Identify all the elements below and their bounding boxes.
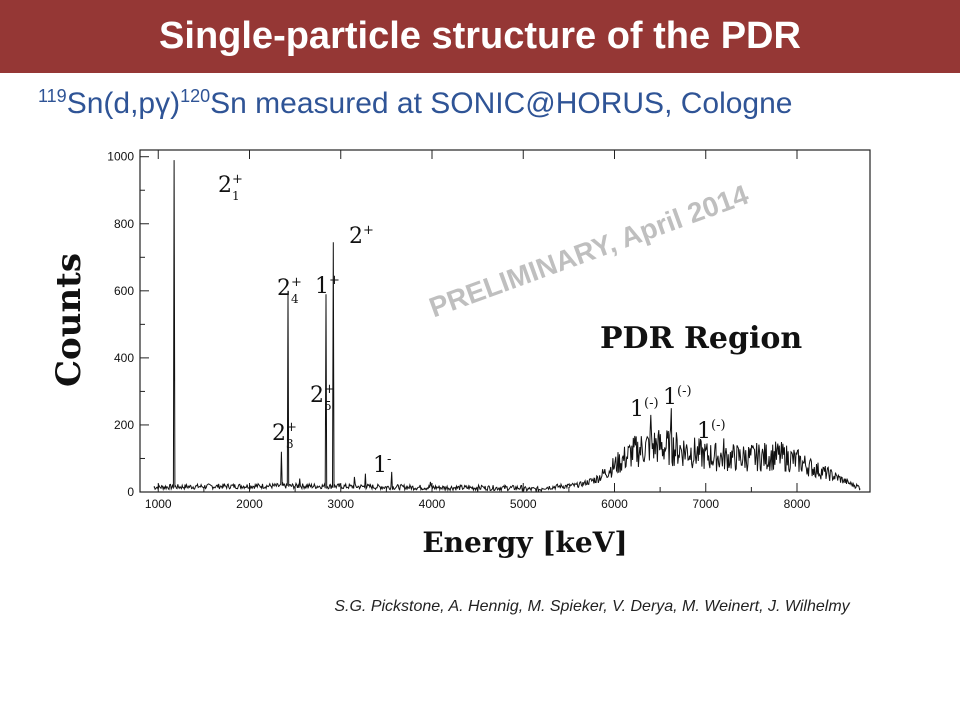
spectrum-chart: 1000 2000 3000 4000 5000 6000 7000 8000 0 200 400 6…	[49, 149, 871, 559]
peak-label: 1-	[373, 452, 391, 478]
y-tick-label: 0	[127, 485, 134, 499]
peak-label: 2+ 1	[218, 172, 243, 203]
peak-label: 1(-)	[697, 418, 726, 444]
x-tick-label: 8000	[784, 497, 811, 511]
chart-ticks: 1000 2000 3000 4000 5000 6000 7000 8000 0 200 400 6…	[107, 150, 810, 511]
slide-title: Single-particle structure of the PDR	[0, 0, 960, 73]
y-tick-label: 600	[114, 284, 134, 298]
x-axis-label: Energy [keV]	[422, 526, 627, 559]
x-tick-label: 5000	[510, 497, 537, 511]
peak-label: 2+ 4	[277, 275, 302, 306]
location-text: Sn measured at SONIC@HORUS, Cologne	[210, 87, 793, 120]
plot-frame	[139, 149, 871, 493]
x-tick-label: 3000	[327, 497, 354, 511]
peak-label: 2+	[349, 223, 374, 249]
preliminary-watermark: PRELIMINARY, April 2014	[425, 179, 753, 324]
peak-label: 1(-)	[663, 384, 692, 410]
y-tick-label: 800	[114, 217, 134, 231]
peak-label: 1(-)	[630, 396, 659, 422]
author-credits: S.G. Pickstone, A. Hennig, M. Spieker, V…	[334, 598, 850, 615]
peak-label: 1+	[315, 273, 340, 299]
peak-label: 2+ 3	[272, 420, 297, 451]
x-tick-label: 2000	[236, 497, 263, 511]
slide-subtitle: 119Sn(d,pγ)120Sn measured at SONIC@HORUS…	[38, 86, 793, 121]
reaction-text: Sn(d,pγ)	[66, 87, 181, 120]
x-tick-label: 4000	[419, 497, 446, 511]
y-tick-label: 200	[114, 418, 134, 432]
x-tick-label: 7000	[692, 497, 719, 511]
mass-number-b: 120	[180, 86, 211, 106]
y-tick-label: 400	[114, 351, 134, 365]
y-axis-label: Counts	[49, 253, 89, 387]
spectrum-line	[153, 160, 861, 493]
chart-axes	[139, 149, 871, 493]
peak-label: 2+ 5	[310, 382, 335, 413]
x-tick-label: 6000	[601, 497, 628, 511]
pdr-region-label: PDR Region	[600, 321, 802, 356]
x-tick-label: 1000	[145, 497, 172, 511]
mass-number-a: 119	[38, 86, 67, 106]
y-tick-label: 1000	[107, 150, 134, 164]
peak-labels: 2+ 12+ 32+ 42+ 51+2+1-1(-) 1(-)1(-)	[218, 172, 726, 478]
